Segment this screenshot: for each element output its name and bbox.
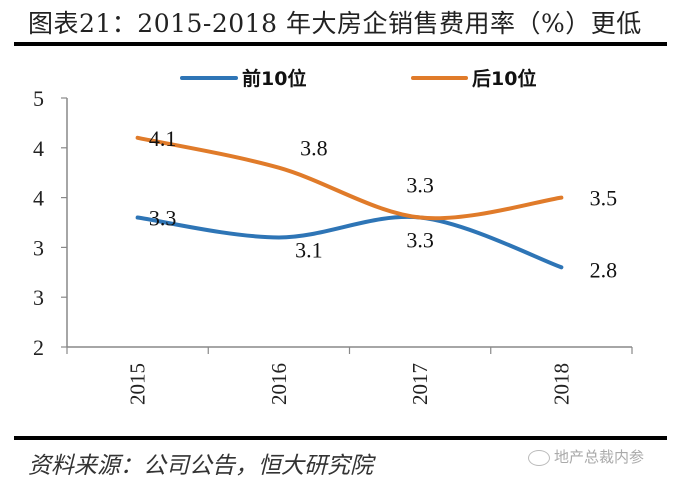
y-tick-label: 4	[33, 186, 44, 211]
source-rule	[14, 436, 667, 440]
data-label: 3.1	[295, 237, 323, 262]
y-tick-label: 4	[33, 136, 44, 161]
data-label: 3.8	[300, 136, 328, 161]
data-label: 3.3	[149, 206, 177, 231]
watermark: 地产总裁内参	[528, 446, 673, 472]
x-tick-label: 2015	[126, 363, 150, 405]
data-label: 3.3	[406, 173, 434, 198]
legend-label-series-2: 后10位	[472, 67, 536, 90]
y-tick-label: 3	[33, 285, 44, 310]
source-note: 资料来源：公司公告，恒大研究院	[28, 453, 373, 479]
title-rule	[14, 42, 667, 46]
figure-title: 图表21：2015-2018 年大房企销售费用率（%）更低	[28, 9, 642, 38]
axes: 2 3 3 4 4 5 2015 2016 2017 2018	[33, 86, 633, 405]
y-tick-label: 5	[33, 86, 44, 111]
x-tick-label: 2016	[267, 363, 291, 405]
wechat-icon	[528, 449, 550, 466]
data-label: 3.5	[590, 186, 618, 211]
x-tick-label: 2018	[549, 363, 573, 405]
x-tick-label: 2017	[408, 363, 432, 405]
data-labels: 3.3 3.1 3.3 2.8 4.1 3.8 3.3 3.5	[149, 126, 617, 282]
series-line-1	[135, 214, 564, 270]
data-label: 2.8	[590, 257, 618, 282]
legend: 前10位 后10位	[180, 67, 536, 90]
watermark-text: 地产总裁内参	[554, 448, 645, 466]
series-line-2	[135, 135, 564, 221]
legend-label-series-1: 前10位	[242, 67, 306, 90]
y-tick-label: 3	[33, 235, 44, 260]
data-label: 4.1	[149, 126, 177, 151]
series	[135, 135, 564, 270]
y-tick-label: 2	[33, 335, 44, 360]
data-label: 3.3	[406, 228, 434, 253]
